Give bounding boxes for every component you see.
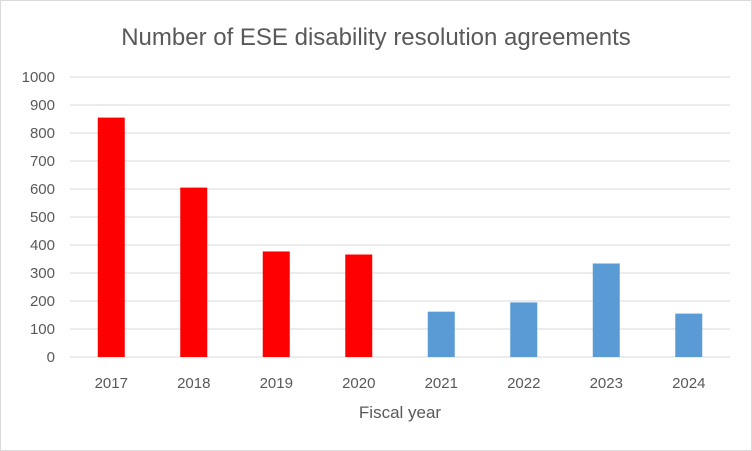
y-tick-label: 100 <box>30 321 55 338</box>
y-tick-label: 400 <box>30 237 55 254</box>
y-tick-label: 300 <box>30 265 55 282</box>
bar-2017 <box>97 117 125 357</box>
y-tick-label: 200 <box>30 293 55 310</box>
x-tick-label: 2024 <box>672 375 705 392</box>
x-axis-ticks: 2017 2018 2019 2020 2021 2022 2023 2024 <box>95 375 706 392</box>
y-axis-ticks: 0 100 200 300 400 500 600 700 800 900 1000 <box>22 69 55 366</box>
bar-2018 <box>180 187 208 357</box>
bar-2023 <box>592 263 620 357</box>
y-tick-label: 800 <box>30 125 55 142</box>
y-tick-label: 500 <box>30 209 55 226</box>
y-tick-label: 700 <box>30 153 55 170</box>
x-tick-label: 2023 <box>590 375 623 392</box>
bar-2024 <box>675 313 703 357</box>
bar-2019 <box>262 251 290 357</box>
y-tick-label: 600 <box>30 181 55 198</box>
bar-2021 <box>427 311 455 357</box>
x-tick-label: 2018 <box>177 375 210 392</box>
x-tick-label: 2022 <box>507 375 540 392</box>
y-tick-label: 1000 <box>22 69 55 86</box>
gridlines <box>70 76 730 358</box>
bar-2020 <box>345 254 373 357</box>
chart-title: Number of ESE disability resolution agre… <box>121 24 631 51</box>
x-tick-label: 2020 <box>342 375 375 392</box>
bars <box>97 117 703 357</box>
x-tick-label: 2017 <box>95 375 128 392</box>
x-axis-label: Fiscal year <box>359 403 442 422</box>
x-tick-label: 2019 <box>260 375 293 392</box>
x-tick-label: 2021 <box>425 375 458 392</box>
y-tick-label: 0 <box>47 349 55 366</box>
y-tick-label: 900 <box>30 97 55 114</box>
bar-2022 <box>510 302 538 357</box>
